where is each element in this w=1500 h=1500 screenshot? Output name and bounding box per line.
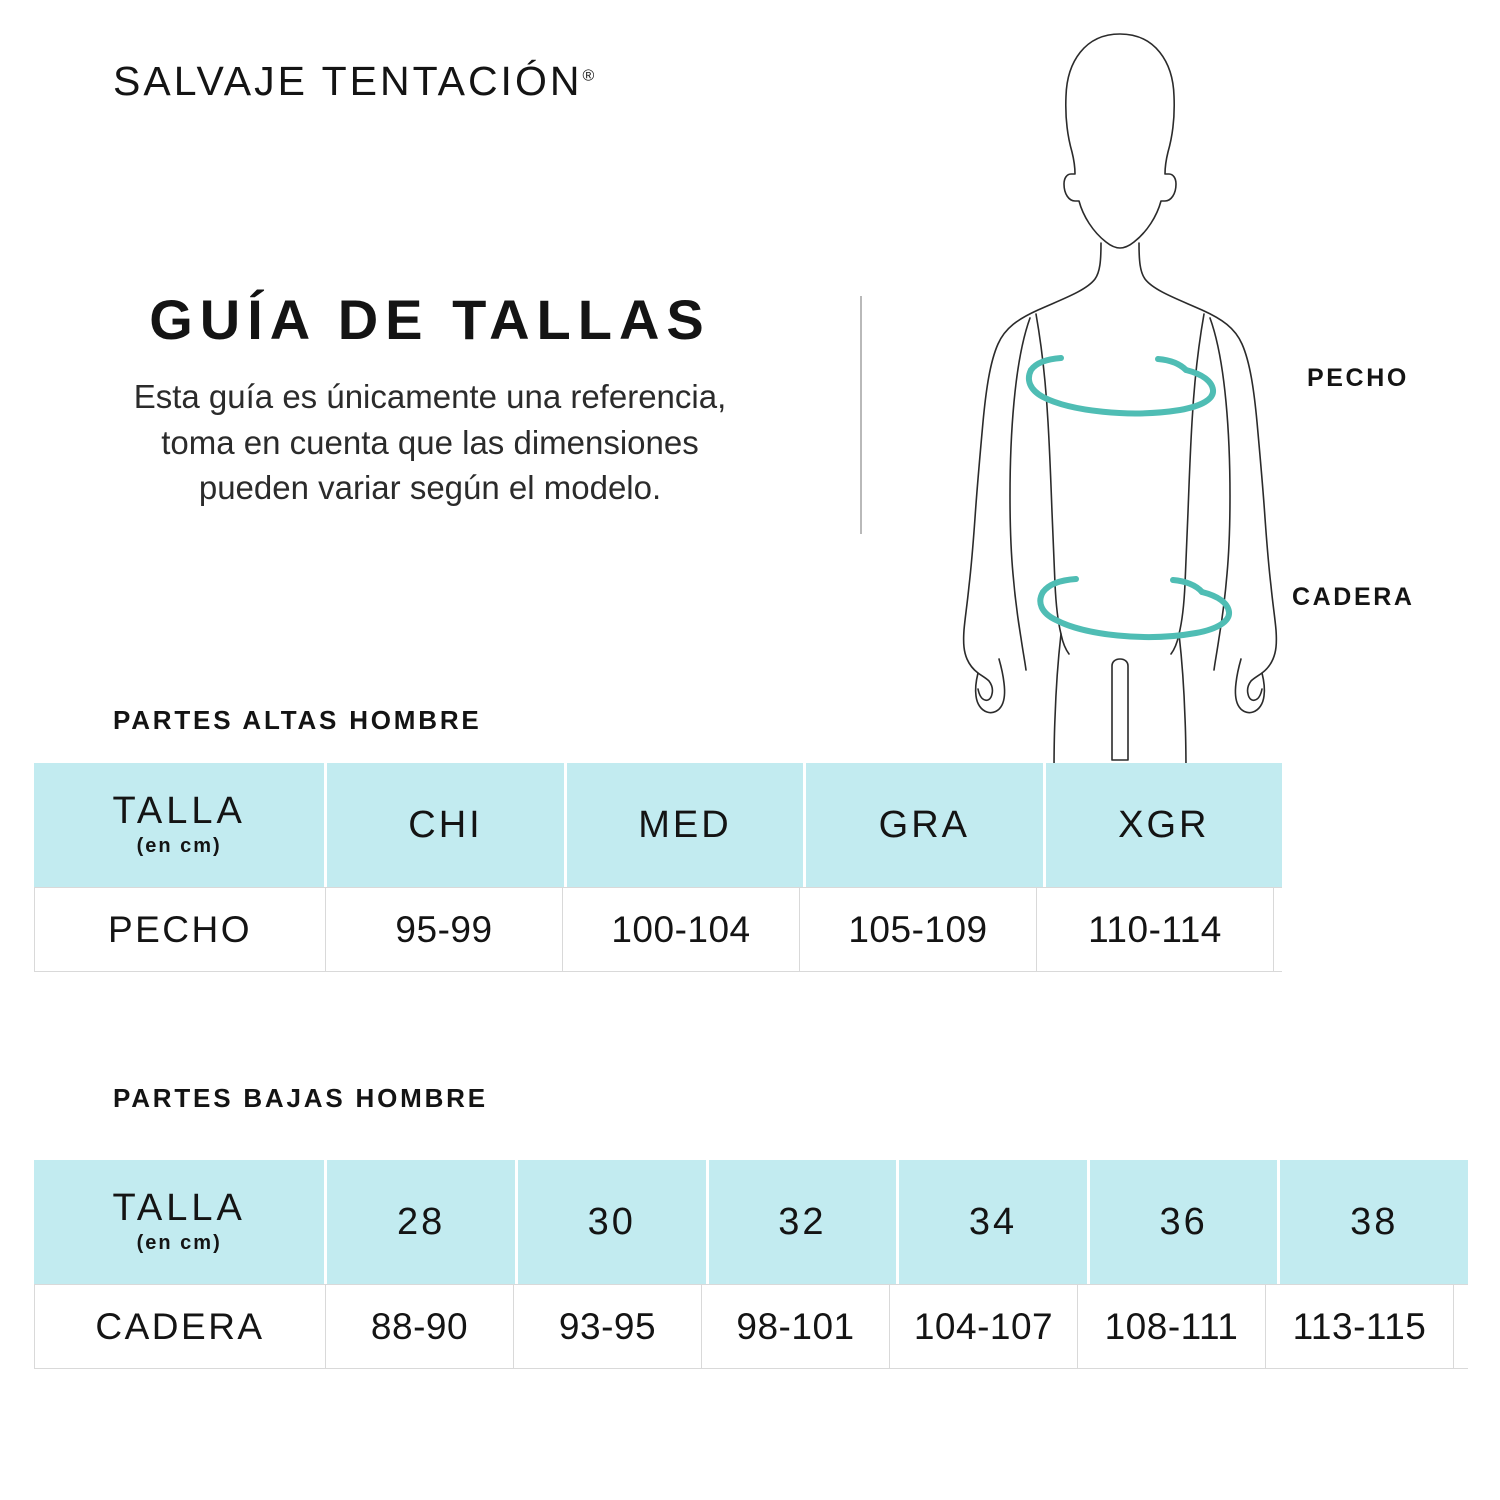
intro-description: Esta guía es únicamente una referencia, … (133, 378, 727, 507)
row-label: PECHO (107, 908, 253, 950)
header-cell-size: 38 (1280, 1160, 1469, 1284)
header-talla-sub: (en cm) (136, 834, 222, 857)
size-table-upper-body: TALLA (en cm) CHI MED GRA XGR PECHO 95-9… (34, 763, 1282, 972)
header-size-label: 34 (968, 1200, 1018, 1243)
callout-label-pecho: PECHO (1307, 364, 1409, 392)
row-value-cell: 104-107 (890, 1285, 1078, 1368)
header-talla-sub: (en cm) (136, 1231, 222, 1254)
row-value-cell: 95-99 (326, 888, 563, 971)
header-cell-size: 36 (1089, 1160, 1278, 1284)
row-value: 100-104 (611, 908, 751, 950)
row-value-cell: 100-104 (563, 888, 800, 971)
header-cell-size: XGR (1045, 763, 1282, 887)
size-table-lower-body: TALLA (en cm) 28 30 32 34 36 38 CADERA 8… (34, 1160, 1469, 1369)
header-cell-talla: TALLA (en cm) (34, 1160, 325, 1284)
row-value-cell: 105-109 (800, 888, 1037, 971)
table-row: CADERA 88-90 93-95 98-101 104-107 108-11… (34, 1284, 1468, 1369)
row-value: 93-95 (558, 1305, 657, 1347)
header-size-label: 28 (397, 1200, 446, 1243)
header-cell-size: MED (566, 763, 804, 887)
registered-mark-icon: ® (582, 67, 595, 85)
row-value-cell: 110-114 (1037, 888, 1274, 971)
header-size-label: CHI (408, 803, 483, 846)
header-size-label: 36 (1159, 1200, 1208, 1243)
body-figure-illustration (930, 18, 1310, 778)
table-row: PECHO 95-99 100-104 105-109 110-114 (34, 887, 1282, 972)
header-talla-main: TALLA (112, 790, 246, 833)
header-size-label: XGR (1118, 803, 1210, 846)
table-header-row: TALLA (en cm) 28 30 32 34 36 38 (34, 1160, 1469, 1284)
row-value: 88-90 (370, 1305, 469, 1347)
row-label-cell: PECHO (35, 888, 326, 971)
hip-measure-line (1037, 576, 1232, 640)
row-value-cell: 113-115 (1266, 1285, 1454, 1368)
section-caption-upper-body: PARTES ALTAS HOMBRE (113, 705, 482, 735)
header-cell-size: GRA (806, 763, 1043, 887)
intro-block: GUÍA DE TALLAS Esta guía es únicamente u… (60, 292, 800, 511)
brand-title: SALVAJE TENTACIÓN® (113, 58, 594, 105)
row-value: 113-115 (1292, 1305, 1427, 1347)
row-value: 110-114 (1088, 908, 1222, 950)
table-header-row: TALLA (en cm) CHI MED GRA XGR (34, 763, 1282, 887)
section-caption-lower-body: PARTES BAJAS HOMBRE (113, 1083, 488, 1113)
chest-measure-line (1025, 355, 1216, 417)
row-label-cell: CADERA (35, 1285, 326, 1368)
header-size-label: 38 (1350, 1200, 1399, 1243)
row-label: CADERA (95, 1305, 265, 1347)
header-talla-main: TALLA (112, 1187, 246, 1230)
header-cell-size: CHI (327, 763, 564, 887)
header-cell-size: 34 (899, 1160, 1087, 1284)
row-value: 104-107 (913, 1305, 1054, 1347)
header-size-label: MED (638, 803, 732, 846)
page-title: GUÍA DE TALLAS (149, 288, 711, 351)
brand-name: SALVAJE TENTACIÓN (113, 58, 583, 104)
header-size-label: 30 (587, 1200, 636, 1243)
row-value-cell: 93-95 (514, 1285, 702, 1368)
callout-label-cadera: CADERA (1292, 583, 1415, 611)
row-value: 108-111 (1104, 1305, 1239, 1347)
header-cell-size: 30 (518, 1160, 706, 1284)
row-value-cell: 98-101 (702, 1285, 890, 1368)
header-size-label: GRA (878, 803, 971, 846)
header-cell-size: 32 (708, 1160, 897, 1284)
header-cell-talla: TALLA (en cm) (34, 763, 325, 887)
vertical-divider (860, 296, 862, 534)
header-cell-size: 28 (327, 1160, 515, 1284)
row-value: 95-99 (395, 908, 493, 950)
row-value-cell: 108-111 (1078, 1285, 1266, 1368)
row-value-cell: 88-90 (326, 1285, 514, 1368)
header-size-label: 32 (778, 1200, 827, 1243)
row-value: 98-101 (736, 1305, 855, 1347)
row-value: 105-109 (848, 908, 988, 950)
